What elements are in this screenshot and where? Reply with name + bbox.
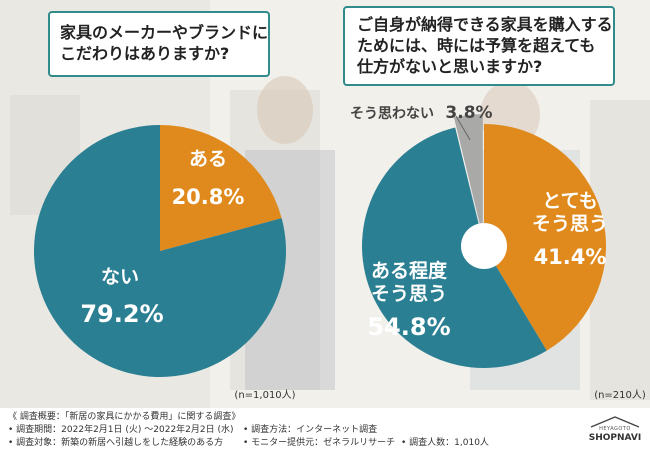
pie-chart-brand [34, 125, 287, 378]
value-nai: 79.2% [80, 300, 163, 328]
survey-method: • 調査方法：インターネット調査 [243, 425, 378, 435]
value-totemo: 41.4% [534, 245, 607, 269]
question-line: 仕方がないと思いますか? [357, 57, 543, 76]
question-line: ご自身が納得できる家具を購入する [357, 15, 613, 34]
pie-charts: ある 20.8% ない 79.2% とても そう思う 41.4% ある程度 そう… [34, 103, 646, 401]
sample-size-left: (n=1,010人) [234, 389, 295, 401]
label-nai: ない [101, 266, 139, 288]
pie-slice-1 [361, 127, 547, 368]
shopnavi-logo: HEYAGOTO SHOPNAVI [585, 415, 645, 447]
survey-period: • 調査期間：2022年2月1日 (火) 〜2022年2月2日 (水) [8, 425, 234, 435]
logo-subtitle: HEYAGOTO [599, 426, 631, 432]
survey-provider: • モニター提供元：ゼネラルリサーチ [243, 438, 396, 448]
pie-slice-1 [34, 125, 287, 378]
value-soomowanai: 3.8% [445, 103, 492, 123]
pie-slice-0 [160, 125, 282, 251]
house-icon [590, 416, 640, 428]
logo-title: SHOPNAVI [588, 433, 642, 443]
pie-chart-budget [361, 114, 606, 368]
question-box-budget: ご自身が納得できる家具を購入する ためには、時には予算を超えても 仕方がないと思… [343, 6, 615, 86]
sample-size-right: (n=210人) [594, 389, 646, 401]
label-totemo-1: とても [542, 190, 597, 212]
value-aru: 20.8% [172, 185, 245, 209]
label-soomowanai: そう思わない [350, 106, 434, 122]
survey-count: • 調査人数：1,010人 [401, 438, 489, 448]
question-line: 家具のメーカーやブランドに [60, 23, 269, 42]
leader-line [455, 115, 471, 141]
label-totemo-2: そう思う [532, 213, 608, 235]
question-line: こだわりはありますか? [60, 44, 230, 63]
pie-center-hole [461, 223, 507, 269]
label-aru: ある [189, 148, 227, 170]
label-aruteido-1: ある程度 [371, 259, 448, 282]
pie-slice-2 [453, 114, 483, 237]
question-line: ためには、時には予算を超えても [357, 36, 596, 55]
value-aruteido: 54.8% [367, 313, 450, 341]
survey-summary: 《 調査概要：「新居の家具にかかる費用」に関する調査》 [8, 412, 241, 422]
question-box-brand: 家具のメーカーやブランドに こだわりはありますか? [48, 11, 270, 77]
survey-target: • 調査対象：新築の新居へ引越しをした経験のある方 [8, 438, 224, 448]
survey-footer: 《 調査概要：「新居の家具にかかる費用」に関する調査》 • 調査期間：2022年… [0, 408, 650, 450]
pie-slice-0 [484, 124, 606, 351]
label-aruteido-2: そう思う [371, 283, 447, 305]
